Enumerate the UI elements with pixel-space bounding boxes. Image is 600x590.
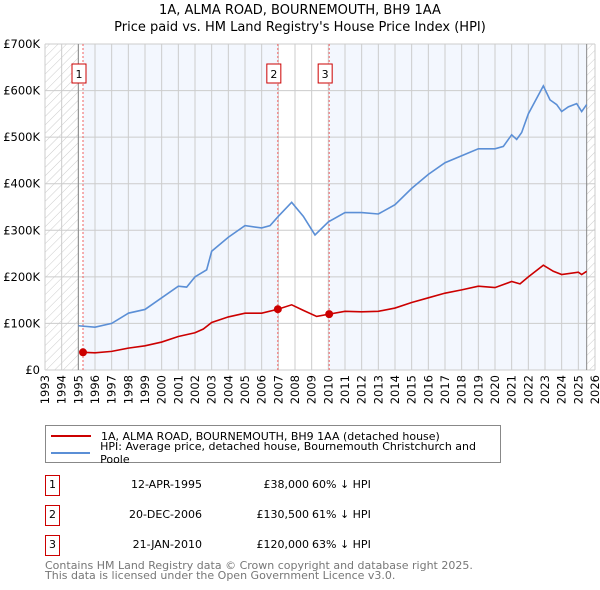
hatched-region — [586, 44, 595, 370]
x-tick-label: 2019 — [471, 375, 485, 404]
x-tick-label: 2006 — [255, 375, 269, 404]
sale-point — [273, 305, 282, 314]
sale-label-box — [266, 63, 282, 84]
x-tick-label: 2014 — [388, 375, 402, 404]
x-tick-label: 2005 — [238, 375, 252, 404]
transaction-row: 2 20-DEC-2006 £130,500 61% ↓ HPI — [45, 505, 445, 526]
x-tick-label: 1999 — [138, 375, 152, 404]
x-tick-label: 2023 — [538, 375, 552, 404]
footer-copyright: Contains HM Land Registry data © Crown c… — [45, 559, 473, 572]
shaded-region — [83, 44, 278, 370]
transaction-number: 3 — [45, 535, 60, 556]
transaction-hpi-diff: 60% ↓ HPI — [312, 478, 371, 491]
transaction-row: 3 21-JAN-2010 £120,000 63% ↓ HPI — [45, 535, 445, 556]
x-tick-label: 2017 — [438, 375, 452, 404]
legend-swatch-red — [51, 435, 91, 437]
y-tick-label: £300K — [3, 223, 40, 237]
legend: 1A, ALMA ROAD, BOURNEMOUTH, BH9 1AA (det… — [45, 425, 501, 466]
x-tick-label: 1996 — [88, 375, 102, 404]
x-tick-label: 2026 — [588, 375, 600, 404]
legend-item-hpi: HPI: Average price, detached house, Bour… — [46, 440, 500, 466]
x-tick-label: 2015 — [405, 375, 419, 404]
sale-label: 1 — [76, 68, 83, 81]
shaded-region — [329, 44, 587, 370]
legend-swatch-blue — [51, 452, 91, 454]
x-tick-label: 1997 — [105, 375, 119, 404]
transaction-price: £130,500 — [256, 508, 310, 521]
x-tick-label: 2016 — [421, 375, 435, 404]
y-tick-label: £100K — [3, 316, 40, 330]
x-tick-label: 2013 — [371, 375, 385, 404]
x-tick-label: 1993 — [38, 375, 52, 404]
sale-label-box — [71, 63, 87, 84]
sale-label-box — [317, 63, 333, 84]
price-chart: 1993 1994 1995 1996 1997 1998 1999 2000 2001 2002… — [3, 37, 600, 404]
y-tick-label: £400K — [3, 177, 40, 191]
x-tick-label: 1998 — [121, 375, 135, 404]
legend-label-hpi: HPI: Average price, detached house, Bour… — [100, 440, 477, 466]
legend-item-property: 1A, ALMA ROAD, BOURNEMOUTH, BH9 1AA (det… — [46, 428, 440, 444]
x-tick-label: 2021 — [505, 375, 519, 404]
x-tick-label: 2003 — [205, 375, 219, 404]
y-tick-label: £0 — [25, 363, 40, 377]
x-tick-label: 2000 — [155, 375, 169, 404]
sale-label: 2 — [270, 68, 277, 81]
hpi-line — [78, 84, 588, 328]
y-tick-label: £500K — [3, 130, 40, 144]
legend-label-property: 1A, ALMA ROAD, BOURNEMOUTH, BH9 1AA (det… — [101, 429, 440, 443]
property-price-line — [82, 264, 588, 354]
transaction-date: 20-DEC-2006 — [128, 508, 202, 521]
x-tick-label: 2007 — [271, 375, 285, 404]
y-tick-label: £600K — [3, 84, 40, 98]
sale-label: 3 — [322, 68, 329, 81]
y-tick-label: £700K — [3, 37, 40, 51]
transaction-number: 1 — [45, 475, 60, 496]
x-tick-label: 1994 — [55, 375, 69, 404]
x-tick-label: 2018 — [455, 375, 469, 404]
x-tick-label: 2024 — [555, 375, 569, 404]
x-tick-label: 2008 — [288, 375, 302, 404]
transaction-price: £120,000 — [256, 538, 310, 551]
transaction-hpi-diff: 63% ↓ HPI — [312, 538, 371, 551]
sale-point — [79, 348, 87, 357]
x-tick-label: 1995 — [71, 375, 85, 404]
y-tick-label: £200K — [3, 270, 40, 284]
x-tick-label: 2012 — [355, 375, 369, 404]
chart-subtitle: Price paid vs. HM Land Registry's House … — [114, 20, 486, 35]
transaction-date: 21-JAN-2010 — [132, 538, 202, 551]
chart-title: 1A, ALMA ROAD, BOURNEMOUTH, BH9 1AA — [159, 3, 441, 18]
x-tick-label: 2001 — [171, 375, 185, 404]
x-tick-label: 2025 — [571, 375, 585, 404]
x-tick-label: 2020 — [488, 375, 502, 404]
transaction-price: £38,000 — [263, 478, 310, 491]
x-tick-label: 2022 — [521, 375, 535, 404]
transaction-date: 12-APR-1995 — [130, 478, 202, 491]
sale-point — [325, 310, 334, 319]
transaction-number: 2 — [45, 505, 60, 526]
x-tick-label: 2010 — [321, 375, 335, 404]
x-tick-label: 2011 — [338, 375, 352, 404]
x-tick-label: 2002 — [188, 375, 202, 404]
footer-licence: This data is licensed under the Open Gov… — [45, 569, 396, 582]
transaction-hpi-diff: 61% ↓ HPI — [312, 508, 371, 521]
x-tick-label: 2009 — [305, 375, 319, 404]
x-tick-label: 2004 — [221, 375, 235, 404]
transaction-row: 1 12-APR-1995 £38,000 60% ↓ HPI — [45, 475, 445, 496]
